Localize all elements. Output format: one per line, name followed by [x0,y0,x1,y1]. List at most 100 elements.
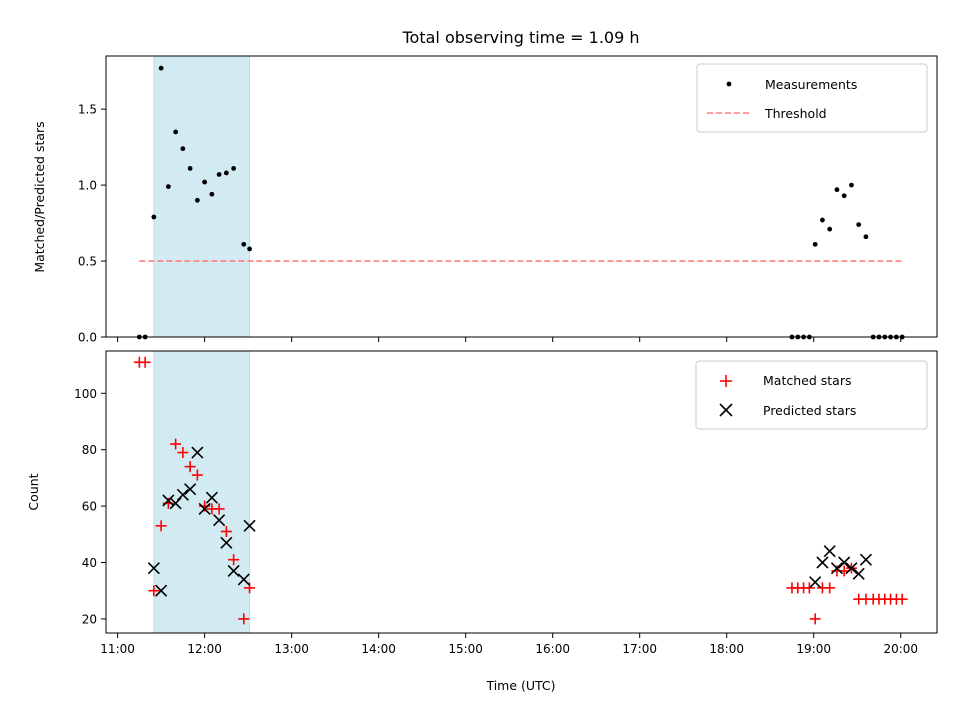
measurement-point-10 [209,191,215,197]
measurement-point-13 [231,166,237,171]
bottom-axes-frame [105,350,938,634]
measurement-point-15 [247,246,252,252]
matched-star-point-11 [213,503,225,515]
legend-predicted-label: Predicted stars [763,403,856,418]
bot-y-tick-label-3: 80 [82,443,97,457]
top-panel: 0.0 0.5 1.0 1.5 Matched/Predicted stars Mea… [32,55,938,345]
bottom-y-axis-label: Count [26,473,41,510]
predicted-star-point-0 [147,562,160,575]
x-tick-label-9: 20:00 [883,642,918,656]
predicted-star-point-14 [809,576,822,589]
x-tick-label-2: 13:00 [274,642,309,656]
matched-star-point-1 [139,356,151,368]
predicted-star-point-9 [213,514,226,527]
measurement-point-26 [856,222,862,228]
measurement-point-22 [827,226,833,232]
measurement-point-12 [223,170,229,176]
legend-predicted-marker [719,403,733,417]
measurement-point-21 [820,217,825,223]
legend-measurements-label: Measurements [765,77,857,92]
matched-star-point-13 [228,554,240,566]
matched-star-point-6 [177,447,189,459]
measurement-point-7 [187,166,193,171]
top-y-tick-label-2: 1.0 [78,179,97,193]
measurement-point-11 [216,172,222,177]
matched-star-point-14 [238,613,250,625]
bottom-legend-frame [695,360,928,430]
matched-star-point-20 [809,613,821,625]
measurement-point-4 [165,184,171,190]
predicted-star-point-7 [198,502,211,515]
predicted-star-point-16 [823,545,836,558]
top-x-ticks [117,337,902,342]
bot-y-tick-label-4: 100 [74,387,97,401]
bottom-legend: Matched stars Predicted stars [695,360,928,430]
predicted-star-point-20 [852,567,865,580]
bot-y-tick-label-2: 60 [82,500,97,514]
predicted-star-point-4 [176,488,189,501]
predicted-star-point-1 [155,584,168,597]
predicted-star-point-3 [169,497,182,510]
x-tick-label-0: 11:00 [100,642,135,656]
predicted-star-point-5 [184,483,197,496]
measurement-point-23 [834,187,840,193]
x-tick-label-4: 15:00 [448,642,483,656]
predicted-star-point-19 [845,562,858,575]
measurement-point-24 [841,193,847,199]
top-shade-rect [153,55,251,338]
predicted-star-point-21 [859,553,873,566]
matched-star-point-19 [803,582,815,594]
measurement-point-5 [173,129,179,135]
matched-star-point-5 [170,438,182,450]
matched-star-point-3 [155,520,167,532]
predicted-star-point-11 [227,564,240,578]
x-tick-label-3: 14:00 [361,642,396,656]
matched-star-point-8 [191,469,203,481]
matched-star-point-7 [184,461,196,473]
measurement-point-20 [812,241,818,247]
top-legend: Measurements Threshold [696,63,928,133]
predicted-star-point-12 [237,573,250,586]
top-y-ticks: 0.0 0.5 1.0 1.5 [78,103,106,345]
top-y-tick-label-3: 1.5 [78,103,97,117]
x-tick-label-7: 18:00 [709,642,744,656]
measurement-point-6 [180,146,186,152]
chart-title: Total observing time = 1.09 h [401,28,639,47]
measurement-point-14 [241,241,247,247]
matched-star-point-22 [824,582,836,594]
top-legend-frame [696,63,928,133]
predicted-star-point-6 [191,446,204,459]
x-tick-label-1: 12:00 [187,642,222,656]
matched-star-point-33 [896,593,908,605]
bottom-shaded-interval [153,350,251,634]
measurement-points [136,65,905,340]
x-tick-label-6: 17:00 [622,642,657,656]
x-tick-label-8: 19:00 [796,642,831,656]
predicted-star-point-18 [838,556,851,569]
top-y-axis-label: Matched/Predicted stars [32,121,47,272]
measurement-point-25 [849,182,854,188]
predicted-star-point-13 [243,519,256,532]
measurement-point-3 [158,65,164,71]
predicted-star-point-10 [220,536,233,549]
bottom-x-ticks: 11:00 12:00 13:00 14:00 15:00 16:00 17:00 18:00… [100,633,918,656]
top-y-tick-label-0: 0.0 [78,331,97,345]
matched-star-point-12 [220,525,232,537]
top-axes-frame [105,55,938,338]
bottom-y-ticks: 20 40 60 80 100 [74,387,106,626]
bottom-panel: 11:00 12:00 13:00 14:00 15:00 16:00 17:00 18:00… [26,350,938,693]
predicted-star-point-8 [205,491,218,504]
x-tick-label-5: 16:00 [535,642,570,656]
predicted-star-point-17 [830,562,843,575]
x-axis-label: Time (UTC) [485,678,555,693]
measurement-point-27 [863,234,869,240]
bot-y-tick-label-0: 20 [82,612,97,626]
measurement-point-9 [202,179,208,185]
top-shaded-interval [153,55,251,338]
predicted-star-point-15 [816,556,829,569]
predicted-star-point-2 [162,494,175,507]
legend-measurements-marker [726,81,732,87]
legend-matched-label: Matched stars [763,373,851,388]
bot-y-tick-label-1: 40 [82,556,97,570]
